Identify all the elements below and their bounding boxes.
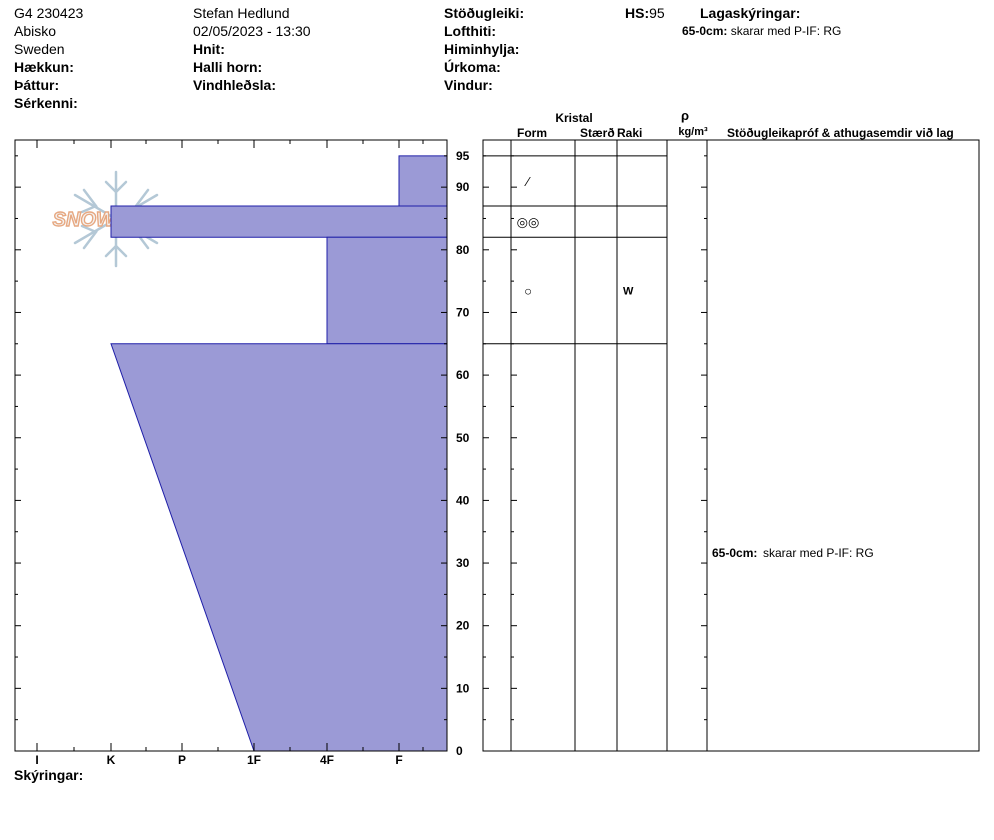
depth-label: 95 bbox=[456, 149, 470, 163]
tests-header: Stöðugleikapróf & athugasemdir við lag bbox=[727, 126, 954, 140]
hs-label: HS: bbox=[625, 5, 650, 21]
depth-label: 50 bbox=[456, 431, 470, 445]
stability-label: Stöðugleiki: bbox=[444, 5, 525, 21]
hardness-profile bbox=[110, 155, 448, 752]
hardness-label: I bbox=[35, 753, 38, 767]
hardness-layer-3 bbox=[326, 236, 448, 345]
rounded-grain-icon: ○ bbox=[524, 284, 532, 299]
test-note-text: skarar med P-IF: RG bbox=[763, 546, 874, 560]
depth-label: 30 bbox=[456, 556, 470, 570]
aspect-label: Þáttur: bbox=[14, 77, 60, 93]
moisture-header: Raki bbox=[617, 126, 642, 140]
depth-label: 20 bbox=[456, 619, 470, 633]
density-rho-header: ρ bbox=[681, 108, 689, 123]
decomposing-fragment-icon: ⁄ bbox=[524, 174, 531, 189]
layer-note-text: skarar med P-IF: RG bbox=[730, 24, 842, 38]
country: Sweden bbox=[14, 41, 65, 57]
hardness-label: P bbox=[178, 753, 186, 767]
hardness-label: K bbox=[107, 753, 116, 767]
table-layer-rows: ⁄ ◎◎ ○ W bbox=[483, 155, 667, 345]
rounded-grains-cluster-icon: ◎◎ bbox=[517, 215, 540, 230]
moisture-value: W bbox=[623, 286, 634, 298]
observer-name: Stefan Hedlund bbox=[193, 5, 290, 21]
snow-height: HS:95 bbox=[625, 4, 665, 22]
crystal-header: Kristal bbox=[555, 111, 592, 125]
layer-note: 65-0cm: skarar med P-IF: RG bbox=[682, 24, 841, 38]
depth-label: 70 bbox=[456, 305, 470, 319]
hardness-layer-2 bbox=[110, 205, 448, 238]
hardness-label: 1F bbox=[247, 753, 261, 767]
depth-axis: 95 90 80 70 60 50 40 30 20 10 0 bbox=[456, 149, 470, 758]
hardness-graph-frame bbox=[14, 139, 448, 752]
depth-label: 40 bbox=[456, 493, 470, 507]
depth-label: 80 bbox=[456, 243, 470, 257]
hardness-label: 4F bbox=[320, 753, 334, 767]
layer-note-range: 65-0cm: bbox=[682, 24, 728, 38]
hardness-layer-4 bbox=[110, 343, 448, 752]
air-temp-label: Lofthiti: bbox=[444, 23, 497, 39]
elevation-label: Hækkun: bbox=[14, 59, 74, 75]
wind-label: Vindur: bbox=[444, 77, 493, 93]
graph-ticks bbox=[15, 140, 447, 752]
specifics-label: Sérkenni: bbox=[14, 95, 78, 111]
hardness-label: F bbox=[395, 753, 402, 767]
form-header: Form bbox=[517, 126, 547, 140]
hardness-axis: I K P 1F 4F F bbox=[35, 753, 402, 767]
coords-label: Hnit: bbox=[193, 41, 225, 57]
hs-value: 95 bbox=[649, 5, 665, 21]
depth-label: 10 bbox=[456, 681, 470, 695]
density-unit-header: kg/m³ bbox=[678, 126, 708, 138]
test-note-range: 65-0cm: bbox=[712, 546, 757, 560]
layer-notes-label: Lagaskýringar: bbox=[700, 5, 801, 21]
slope-label: Halli horn: bbox=[193, 59, 263, 75]
depth-label: 0 bbox=[456, 744, 463, 758]
layer-table bbox=[482, 139, 980, 752]
depth-label: 90 bbox=[456, 180, 470, 194]
sky-cover-label: Himinhylja: bbox=[444, 41, 520, 57]
notes-label: Skýringar: bbox=[14, 767, 84, 783]
precipitation-label: Úrkoma: bbox=[444, 59, 501, 75]
table-depth-ticks bbox=[483, 155, 707, 752]
observation-datetime: 02/05/2023 - 13:30 bbox=[193, 23, 311, 39]
hardness-layer-1 bbox=[398, 155, 448, 207]
size-header: Stærð bbox=[580, 126, 615, 140]
profile-id: G4 230423 bbox=[14, 5, 84, 21]
depth-label: 60 bbox=[456, 368, 470, 382]
wind-loading-label: Vindhleðsla: bbox=[193, 77, 276, 93]
location: Abisko bbox=[14, 23, 57, 39]
